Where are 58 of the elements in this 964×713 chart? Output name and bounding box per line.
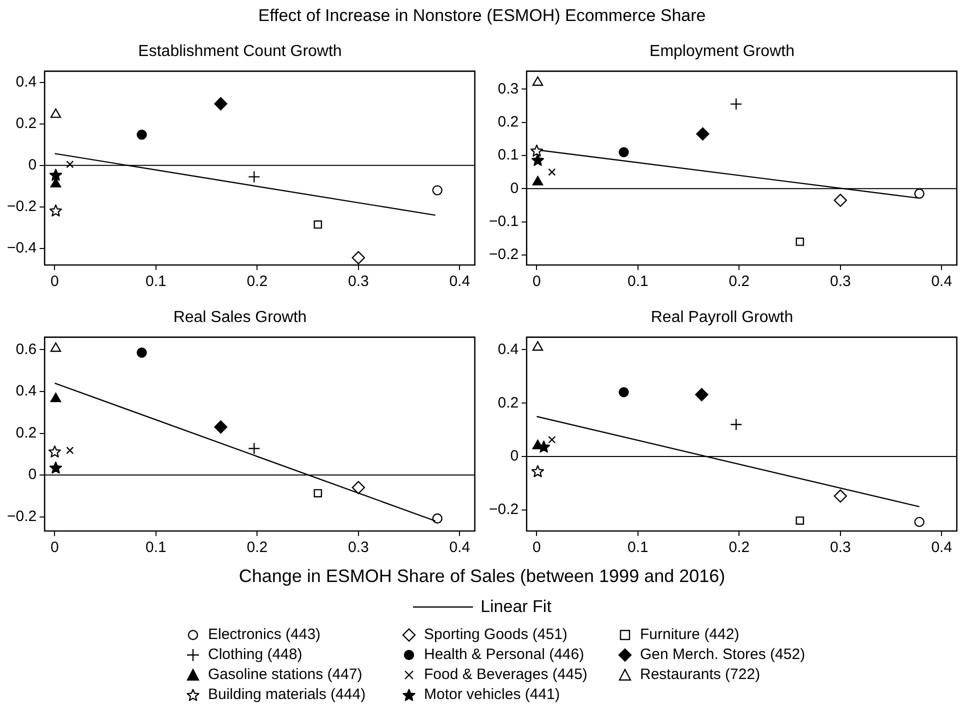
chart-title: Establishment Count Growth: [138, 43, 342, 60]
legend-label: Gen Merch. Stores (452): [640, 646, 806, 663]
x-tick-label: 0: [50, 273, 59, 290]
x-tick-label: 0.1: [146, 273, 166, 290]
y-tick-label: 0.2: [16, 115, 37, 132]
x-tick-label: 0: [532, 539, 541, 556]
y-tick-label: −0.1: [488, 213, 519, 230]
y-tick-label: 0: [510, 448, 519, 465]
y-tick-label: −0.2: [488, 501, 519, 518]
y-tick-label: 0.2: [498, 113, 519, 130]
x-tick-label: 0.4: [931, 539, 952, 556]
x-tick-label: 0.2: [246, 539, 268, 556]
legend-label: Furniture (442): [640, 626, 740, 643]
legend-label: Motor vehicles (441): [424, 686, 560, 703]
y-tick-label: −0.2: [6, 198, 37, 216]
x-tick-label: 0.2: [728, 539, 750, 556]
y-tick-label: 0: [28, 156, 37, 174]
chart-title: Employment Growth: [650, 43, 794, 60]
legend-label: Building materials (444): [208, 686, 366, 703]
y-tick-label: 0.4: [498, 340, 519, 358]
legend-label: Electronics (443): [208, 626, 321, 643]
legend-label: Sporting Goods (451): [424, 626, 568, 643]
y-tick-label: −0.4: [6, 240, 37, 257]
x-tick-label: 0.4: [931, 273, 952, 290]
x-tick-label: 0.1: [146, 539, 166, 556]
y-tick-label: 0.2: [16, 424, 37, 442]
text: Effect of Increase in Nonstore (ESMOH) Ecommerce Share: [257, 6, 707, 26]
y-tick-label: 0.1: [498, 146, 519, 164]
x-tick-label: 0.1: [628, 539, 648, 556]
chart-title: Real Sales Growth: [173, 309, 307, 326]
legend-label: Health & Personal (446): [424, 646, 584, 663]
x-tick-label: 0.1: [628, 273, 648, 290]
legend-label: Clothing (448): [208, 646, 302, 663]
x-tick-label: 0.2: [246, 273, 268, 290]
x-tick-label: 0: [50, 539, 59, 556]
x-tick-label: 0.3: [830, 273, 851, 290]
x-tick-label: 0: [532, 273, 541, 290]
chart-title: Real Payroll Growth: [650, 309, 794, 326]
x-tick-label: 0.4: [449, 273, 470, 290]
y-tick-label: 0.6: [16, 340, 37, 358]
y-tick-label: 0: [510, 180, 519, 197]
x-tick-label: 0.2: [728, 273, 750, 290]
text: Change in ESMOH Share of Sales (between 1999 and 2016): [238, 566, 726, 587]
y-tick-label: 0: [28, 466, 37, 484]
legend-label: Food & Beverages (445): [424, 666, 588, 683]
legend-label: Gasoline stations (447): [208, 666, 362, 683]
x-tick-label: 0.3: [348, 273, 369, 290]
y-tick-label: 0.2: [498, 394, 519, 412]
y-tick-label: 0.3: [498, 80, 519, 98]
y-tick-label: −0.2: [488, 246, 519, 264]
x-tick-label: 0.3: [348, 539, 369, 556]
x-tick-label: 0.4: [449, 539, 470, 556]
y-tick-label: 0.4: [16, 74, 37, 91]
legend-label: Restaurants (722): [640, 666, 760, 683]
y-tick-label: 0.4: [16, 382, 37, 400]
y-tick-label: −0.2: [6, 508, 37, 525]
x-tick-label: 0.3: [830, 539, 851, 556]
legend-label: Linear Fit: [480, 597, 552, 617]
